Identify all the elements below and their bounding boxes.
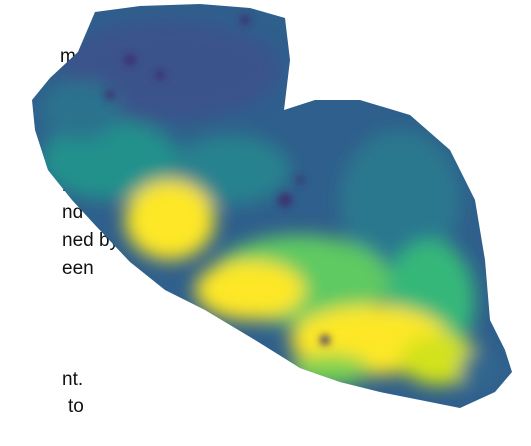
heatmap [0, 0, 531, 446]
page: m n nd that ned by een nt. to [0, 0, 531, 446]
heatmap-image [0, 0, 531, 446]
